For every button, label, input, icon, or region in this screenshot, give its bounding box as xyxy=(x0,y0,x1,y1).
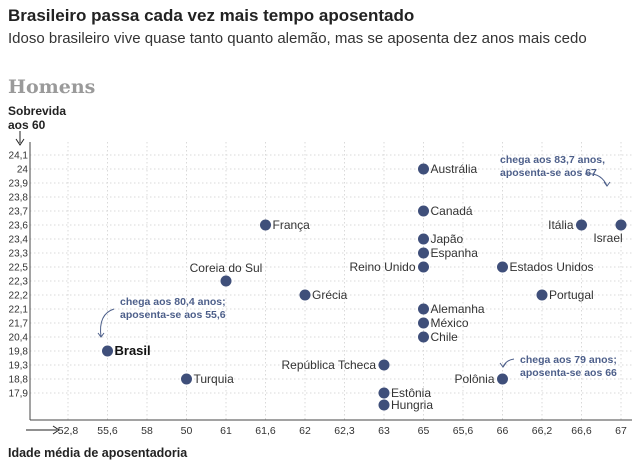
point-brasil xyxy=(102,345,113,357)
point-label-polonia: Polônia xyxy=(454,372,494,386)
y-tick-label: 21,7 xyxy=(9,319,29,330)
point-italia xyxy=(576,219,587,231)
point-espanha xyxy=(418,247,429,259)
y-tick-label: 18,8 xyxy=(9,375,29,386)
x-tick-label: 66,6 xyxy=(571,425,592,437)
y-tick-label: 23,6 xyxy=(9,221,29,232)
annotation-israel: chega aos 83,7 anos, aposenta-se aos 67 xyxy=(500,154,605,179)
point-label-hungria: Hungria xyxy=(391,398,433,412)
y-tick-label: 17,9 xyxy=(9,389,29,400)
x-tick-label: 52,8 xyxy=(58,425,79,437)
point-republica-tcheca xyxy=(378,359,390,371)
y-tick-label: 23,9 xyxy=(9,179,29,190)
point-mexico xyxy=(418,317,429,329)
point-chile xyxy=(418,331,429,343)
point-label-reino-unido: Reino Unido xyxy=(349,260,415,274)
x-tick-label: 62,3 xyxy=(334,425,355,437)
point-label-mexico: México xyxy=(431,316,469,330)
point-label-coreia-do-sul: Coreia do Sul xyxy=(190,261,263,275)
y-tick-label: 23,7 xyxy=(9,207,29,218)
y-axis-arrow-head xyxy=(15,138,25,146)
point-label-brasil: Brasil xyxy=(115,343,151,358)
point-japao xyxy=(418,233,429,245)
point-portugal xyxy=(536,289,548,301)
point-canada xyxy=(418,205,429,217)
annotation-arrow-brasil xyxy=(100,308,115,338)
point-label-estados-unidos: Estados Unidos xyxy=(510,260,594,274)
annotation-arrowhead-brasil xyxy=(97,332,105,338)
point-label-estonia: Estônia xyxy=(391,386,431,400)
chart-subtitle: Idoso brasileiro vive quase tanto quanto… xyxy=(8,30,587,47)
point-label-israel: Israel xyxy=(593,231,622,245)
point-alemanha xyxy=(418,303,429,315)
y-tick-label: 22,2 xyxy=(9,291,29,302)
point-label-turquia: Turquia xyxy=(194,372,235,386)
point-label-japao: Japão xyxy=(431,232,464,246)
x-tick-label: 66,2 xyxy=(532,425,553,437)
point-label-australia: Austrália xyxy=(431,162,478,176)
y-tick-label: 22,3 xyxy=(9,277,29,288)
point-turquia xyxy=(181,373,192,385)
annotation-brasil: chega aos 80,4 anos; aposenta-se aos 55,6 xyxy=(120,296,226,321)
annotation-arrow-polonia xyxy=(502,358,515,368)
x-tick-label: 67 xyxy=(615,425,627,437)
point-label-franca: França xyxy=(273,218,311,232)
y-tick-label: 24,1 xyxy=(9,151,29,162)
x-tick-label: 65,6 xyxy=(453,425,474,437)
point-israel xyxy=(615,219,627,231)
x-tick-label: 50 xyxy=(181,425,193,437)
annotation-arrowhead-polonia xyxy=(499,362,507,368)
point-polonia xyxy=(497,373,508,385)
x-tick-label: 66 xyxy=(497,425,509,437)
y-tick-label: 22,1 xyxy=(9,305,29,316)
y-tick-label: 20,4 xyxy=(9,333,29,344)
x-tick-label: 63 xyxy=(378,425,390,437)
y-tick-label: 23,3 xyxy=(9,249,29,260)
y-axis-label: Sobrevida aos 60 xyxy=(8,104,67,132)
annotation-arrowhead-israel xyxy=(603,181,611,187)
y-tick-label: 19,3 xyxy=(9,361,29,372)
x-tick-label: 65 xyxy=(418,425,430,437)
point-label-portugal: Portugal xyxy=(549,288,594,302)
annotation-polonia: chega aos 79 anos; aposenta-se aos 66 xyxy=(520,354,617,379)
point-estonia xyxy=(378,387,390,399)
y-tick-label: 22,5 xyxy=(9,263,29,274)
point-coreia-do-sul xyxy=(220,275,232,287)
y-tick-label: 19,8 xyxy=(9,347,29,358)
point-franca xyxy=(260,219,271,231)
point-label-republica-tcheca: República Tcheca xyxy=(281,358,376,372)
point-label-chile: Chile xyxy=(431,330,459,344)
point-hungria xyxy=(378,399,390,411)
point-label-alemanha: Alemanha xyxy=(431,302,485,316)
point-label-canada: Canadá xyxy=(431,204,473,218)
point-estados-unidos xyxy=(497,261,508,273)
point-label-espanha: Espanha xyxy=(431,246,479,260)
x-tick-label: 62 xyxy=(299,425,311,437)
section-heading: Homens xyxy=(8,76,96,98)
point-grecia xyxy=(299,289,311,301)
x-tick-label: 61 xyxy=(220,425,232,437)
chart-title: Brasileiro passa cada vez mais tempo apo… xyxy=(8,6,415,25)
x-tick-label: 58 xyxy=(141,425,153,437)
point-reino-unido xyxy=(418,261,429,273)
x-axis-arrow-head xyxy=(52,425,60,435)
y-tick-label: 23,4 xyxy=(9,235,29,246)
x-axis-label: Idade média de aposentadoria xyxy=(8,446,188,460)
y-tick-label: 24 xyxy=(17,165,29,176)
x-tick-label: 55,6 xyxy=(97,425,118,437)
x-tick-label: 61,6 xyxy=(255,425,276,437)
point-label-grecia: Grécia xyxy=(312,288,348,302)
point-australia xyxy=(418,163,429,175)
point-label-italia: Itália xyxy=(548,218,574,232)
y-tick-label: 23,8 xyxy=(9,193,29,204)
